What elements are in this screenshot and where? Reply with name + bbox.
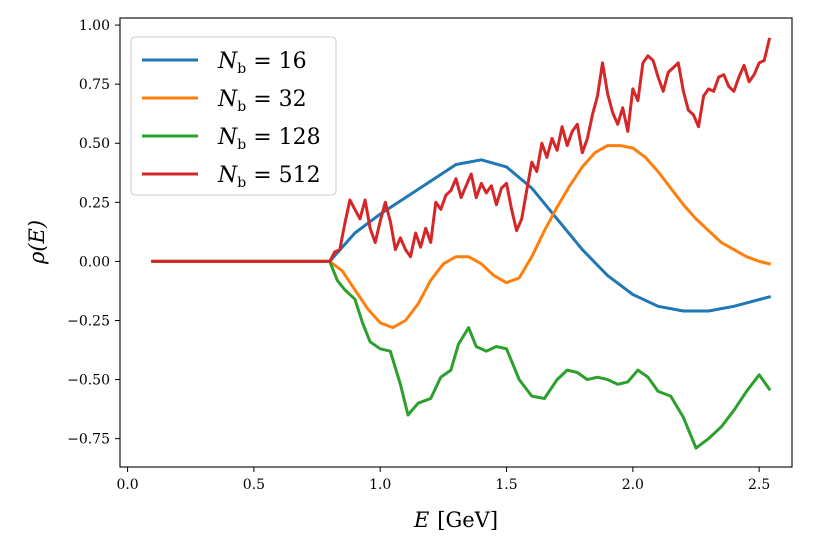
y-tick-label: −0.25 <box>67 313 110 329</box>
y-tick-label: 1.00 <box>79 18 110 34</box>
x-tick-label: 1.0 <box>369 477 391 493</box>
legend: Nb = 16 Nb = 32 Nb = 128 Nb = 512 <box>130 36 337 196</box>
x-tick-label: 0.5 <box>243 477 265 493</box>
y-tick-label: 0.00 <box>79 254 110 270</box>
y-tick-label: −0.50 <box>67 373 110 389</box>
y-tick-label: −0.75 <box>67 432 110 448</box>
y-tick-label: 0.25 <box>79 195 110 211</box>
legend-label-0: Nb = 16 <box>217 49 307 77</box>
y-axis-label: ρ(E) <box>25 220 49 265</box>
legend-label-2: Nb = 128 <box>217 125 321 153</box>
x-tick-label: 1.5 <box>495 477 517 493</box>
x-axis-ticks: 0.0 0.5 1.0 1.5 2.0 2.5 <box>116 467 770 493</box>
x-axis-label: E [GeV] <box>413 508 498 532</box>
x-tick-label: 2.5 <box>748 477 770 493</box>
series-line-1 <box>151 144 772 330</box>
legend-label-1: Nb = 32 <box>217 87 307 115</box>
legend-frame <box>130 36 337 196</box>
series-line-3 <box>151 37 772 263</box>
series-line-2 <box>151 259 772 450</box>
legend-label-3: Nb = 512 <box>217 163 321 191</box>
series-layer <box>151 37 772 450</box>
y-tick-label: 0.50 <box>79 136 110 152</box>
series-line-0 <box>151 158 772 313</box>
x-tick-label: 0.0 <box>116 477 138 493</box>
y-axis-ticks: −0.75 −0.50 −0.25 0.00 0.25 0.50 0.75 1.00 <box>67 18 120 448</box>
x-tick-label: 2.0 <box>622 477 644 493</box>
y-tick-label: 0.75 <box>79 77 110 93</box>
plot-frame <box>119 17 793 468</box>
